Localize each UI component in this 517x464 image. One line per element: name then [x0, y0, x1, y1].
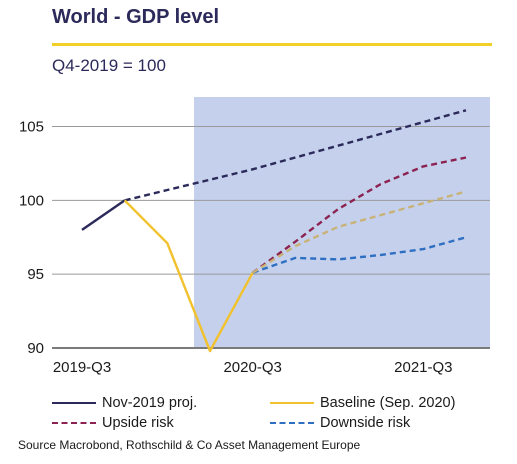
y-tick-label: 95 — [27, 266, 44, 283]
legend-label: Downside risk — [320, 415, 411, 431]
y-tick-label: 90 — [27, 340, 44, 357]
series-line-3 — [251, 156, 467, 274]
series-line-1 — [124, 109, 467, 202]
chart-title: World - GDP level — [52, 6, 220, 28]
source-note: Source Macrobond, Rothschild & Co Asset … — [18, 438, 361, 452]
legend-label: Nov-2019 proj. — [102, 395, 198, 411]
legend-item-baseline: Baseline (Sep. 2020) — [270, 395, 455, 411]
series-line-0 — [81, 199, 126, 231]
title-underline — [52, 43, 492, 46]
legend-item-downside-risk: Downside risk — [270, 415, 410, 431]
legend-swatch — [270, 402, 314, 405]
legend-swatch — [52, 422, 96, 425]
x-tick-label: 2019-Q3 — [53, 359, 111, 376]
forecast-shaded-region — [194, 97, 490, 348]
x-tick-label: 2020-Q3 — [223, 359, 281, 376]
series-line-4 — [252, 236, 467, 274]
series-line-2 — [123, 199, 254, 353]
legend-swatch — [52, 402, 96, 405]
series-line-5 — [252, 190, 467, 274]
legend-label: Upside risk — [102, 415, 174, 431]
y-tick-label: 100 — [19, 192, 44, 209]
legend-item-upside-risk: Upside risk — [52, 415, 174, 431]
legend-label: Baseline (Sep. 2020) — [320, 395, 456, 411]
chart-subtitle: Q4-2019 = 100 — [52, 56, 166, 75]
y-tick-label: 105 — [19, 119, 44, 136]
legend-item-nov-2019-proj: Nov-2019 proj. — [52, 395, 197, 411]
legend-swatch — [270, 422, 314, 425]
x-tick-label: 2021-Q3 — [394, 359, 452, 376]
